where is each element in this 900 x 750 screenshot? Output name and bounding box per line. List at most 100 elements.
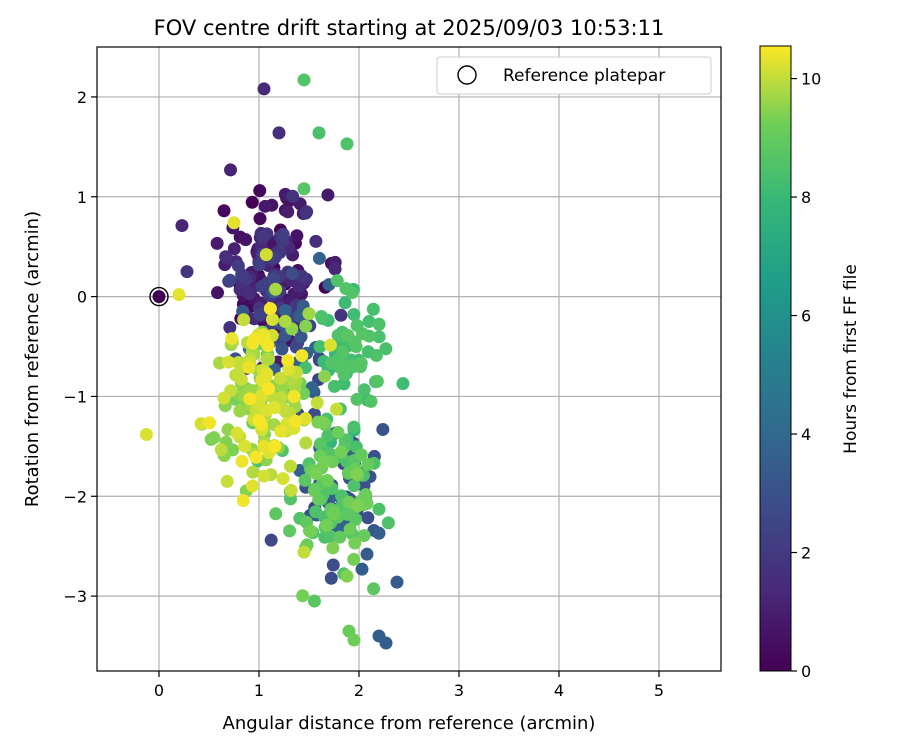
data-point — [253, 184, 267, 198]
data-point — [396, 377, 410, 391]
data-point — [354, 356, 368, 370]
data-point — [296, 589, 310, 603]
data-point — [298, 473, 312, 487]
data-point — [326, 558, 340, 572]
data-point — [294, 330, 308, 344]
data-point — [350, 392, 364, 406]
data-point — [263, 302, 277, 316]
data-point — [318, 369, 332, 383]
y-tick-label: −1 — [63, 387, 87, 406]
data-point — [223, 273, 237, 287]
data-point — [257, 82, 271, 96]
colorbar-tick-label: 6 — [801, 307, 811, 326]
data-point — [288, 414, 302, 428]
data-point — [276, 472, 290, 486]
data-point — [321, 188, 335, 202]
data-point — [320, 518, 334, 532]
data-point — [361, 511, 375, 525]
data-point — [286, 267, 300, 281]
data-point — [180, 265, 194, 279]
data-point — [223, 320, 237, 334]
data-point — [381, 516, 395, 530]
data-point — [227, 242, 241, 256]
data-point — [248, 332, 262, 346]
data-point — [245, 195, 259, 209]
data-point — [257, 469, 271, 483]
data-point — [217, 204, 231, 218]
data-point — [273, 371, 287, 385]
data-point — [261, 339, 275, 353]
data-point — [278, 314, 292, 328]
data-point — [320, 474, 334, 488]
data-point — [281, 205, 295, 219]
data-point — [242, 360, 256, 374]
data-point — [210, 236, 224, 250]
x-tick-label: 2 — [354, 681, 364, 700]
data-point — [379, 342, 393, 356]
x-tick-label: 0 — [154, 681, 164, 700]
data-point — [269, 507, 283, 521]
data-point — [350, 499, 364, 513]
data-point — [287, 390, 301, 404]
data-point — [307, 483, 321, 497]
data-point — [260, 352, 274, 366]
data-point — [297, 545, 311, 559]
data-point — [390, 575, 404, 589]
data-point — [366, 302, 380, 316]
data-point — [331, 425, 345, 439]
data-point — [350, 467, 364, 481]
data-point — [369, 348, 383, 362]
data-point — [272, 126, 286, 140]
data-point — [152, 290, 166, 304]
data-point — [298, 412, 312, 426]
data-point — [333, 361, 347, 375]
grid-lines — [97, 47, 721, 671]
data-point — [340, 569, 354, 583]
data-point — [334, 308, 348, 322]
y-tick-label: −2 — [63, 487, 87, 506]
colorbar-tick-label: 10 — [801, 70, 821, 89]
data-point — [372, 526, 386, 540]
data-point — [345, 286, 359, 300]
data-point — [309, 505, 323, 519]
colorbar-ticks: 0 2 4 6 8 10 — [791, 70, 821, 681]
data-point — [326, 541, 340, 555]
legend-box — [436, 56, 712, 95]
data-point — [235, 454, 249, 468]
data-point — [379, 636, 393, 650]
data-point — [372, 330, 386, 344]
data-point — [220, 474, 234, 488]
data-point — [276, 227, 290, 241]
colorbar-tick-label: 2 — [801, 544, 811, 563]
data-point — [309, 234, 323, 248]
x-tick-label: 1 — [254, 681, 264, 700]
data-point — [309, 467, 323, 481]
data-point — [283, 459, 297, 473]
data-point — [313, 340, 327, 354]
data-points — [139, 73, 410, 650]
data-point — [269, 282, 283, 296]
legend: Reference platepar — [436, 56, 712, 95]
data-point — [236, 494, 250, 508]
y-tick-label: 0 — [77, 288, 87, 307]
data-point — [338, 296, 352, 310]
data-point — [234, 372, 248, 386]
data-point — [360, 547, 374, 561]
x-axis-label: Angular distance from reference (arcmin) — [223, 713, 596, 734]
data-point — [242, 287, 256, 301]
data-point — [330, 274, 344, 288]
colorbar-gradient — [759, 45, 792, 672]
data-point — [307, 594, 321, 608]
data-point — [233, 404, 247, 418]
reference-platepar-marker — [149, 286, 169, 307]
data-point — [214, 443, 228, 457]
data-point — [224, 163, 238, 177]
data-point — [227, 216, 241, 230]
data-point — [372, 317, 386, 331]
data-point — [367, 582, 381, 596]
chart-title: FOV centre drift starting at 2025/09/03 … — [154, 16, 665, 40]
data-point — [261, 382, 275, 396]
data-point — [347, 479, 361, 493]
data-point — [312, 251, 326, 265]
data-point — [274, 391, 288, 405]
